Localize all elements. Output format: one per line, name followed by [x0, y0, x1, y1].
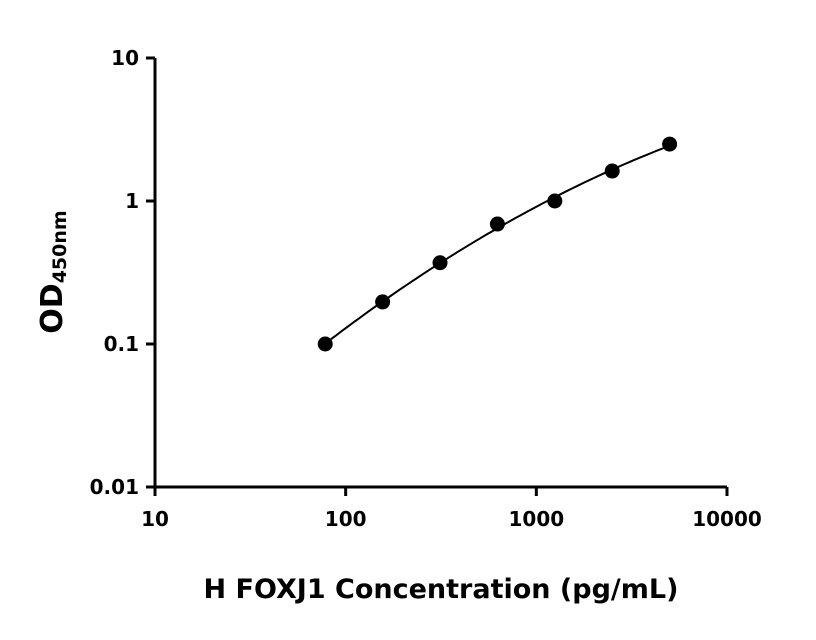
y-tick-label: 0.1 — [104, 332, 139, 356]
x-tick-label: 1000 — [508, 507, 564, 531]
data-point — [547, 193, 563, 209]
y-tick-label: 0.01 — [90, 475, 139, 499]
data-point — [489, 216, 505, 232]
data-points — [317, 136, 678, 352]
data-point — [662, 136, 678, 152]
y-axis-label-sub: 450nm — [49, 210, 71, 283]
axes: 0.01 0.1 1 10 10 100 1000 10000 — [90, 46, 762, 531]
data-point — [317, 336, 333, 352]
y-axis-label: OD450nm — [35, 210, 71, 333]
y-tick-label: 1 — [125, 189, 139, 213]
y-tick-label: 10 — [111, 46, 139, 70]
x-tick-label: 10 — [141, 507, 169, 531]
x-axis-label: H FOXJ1 Concentration (pg/mL) — [204, 574, 679, 605]
y-axis-label-main: OD — [35, 283, 70, 333]
data-point — [375, 294, 391, 310]
data-point — [604, 163, 620, 179]
x-tick-label: 100 — [325, 507, 367, 531]
data-point — [432, 255, 448, 271]
x-tick-label: 10000 — [692, 507, 762, 531]
